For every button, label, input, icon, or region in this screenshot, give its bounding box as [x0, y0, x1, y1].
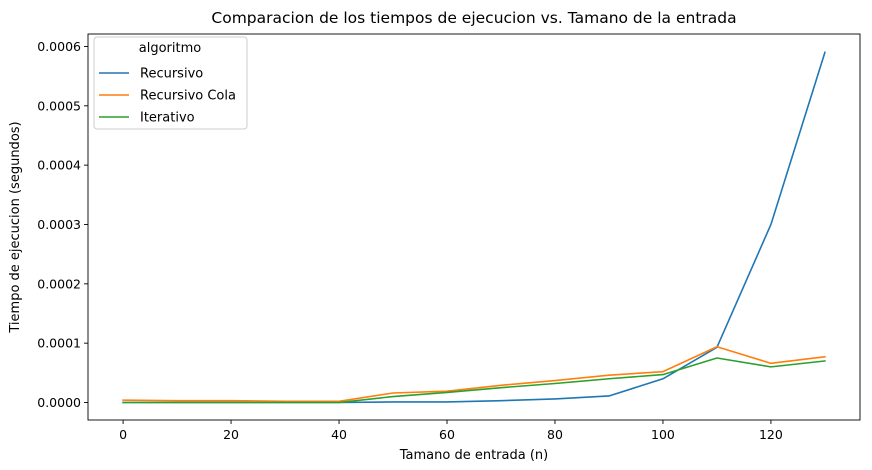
legend-title: algoritmo: [139, 41, 202, 56]
x-axis: 0 20 40 60 80 100 120: [119, 420, 783, 442]
legend-label-iterativo: Iterativo: [140, 111, 195, 126]
legend-items: Recursivo Recursivo Cola Iterativo: [99, 67, 236, 126]
x-axis-label: Tamano de entrada (n): [399, 448, 548, 463]
y-tick-label: 0.0003: [37, 217, 81, 232]
legend-box: [93, 36, 248, 130]
legend-label-recursivo: Recursivo: [140, 67, 203, 82]
x-tick-label: 0: [119, 427, 127, 442]
x-tick-label: 20: [223, 427, 239, 442]
y-tick-label: 0.0002: [37, 276, 81, 291]
x-tick-label: 40: [331, 427, 347, 442]
x-tick-label: 60: [439, 427, 455, 442]
y-axis: 0.0000 0.0001 0.0002 0.0003 0.0004 0.0005 0.00…: [37, 39, 88, 410]
y-tick-label: 0.0004: [37, 158, 81, 173]
plot-frame: [87, 33, 861, 421]
series-line-recursivo-cola: [122, 345, 826, 403]
y-tick-label: 0.0000: [37, 395, 81, 410]
y-axis-label: Tiempo de ejecucion (segundos): [8, 121, 23, 333]
x-tick-label: 80: [547, 427, 563, 442]
series-line-iterativo: [122, 357, 826, 404]
series-layer: [122, 51, 826, 404]
legend: algoritmo Recursivo Recursivo Cola Iterati…: [93, 36, 248, 130]
y-tick-label: 0.0006: [37, 39, 81, 54]
chart-title: Comparacion de los tiempos de ejecucion …: [211, 9, 736, 27]
y-tick-label: 0.0005: [37, 98, 81, 113]
x-tick-label: 100: [651, 427, 675, 442]
legend-label-recursivo-cola: Recursivo Cola: [140, 89, 236, 104]
y-tick-label: 0.0001: [37, 336, 81, 351]
x-tick-label: 120: [759, 427, 783, 442]
